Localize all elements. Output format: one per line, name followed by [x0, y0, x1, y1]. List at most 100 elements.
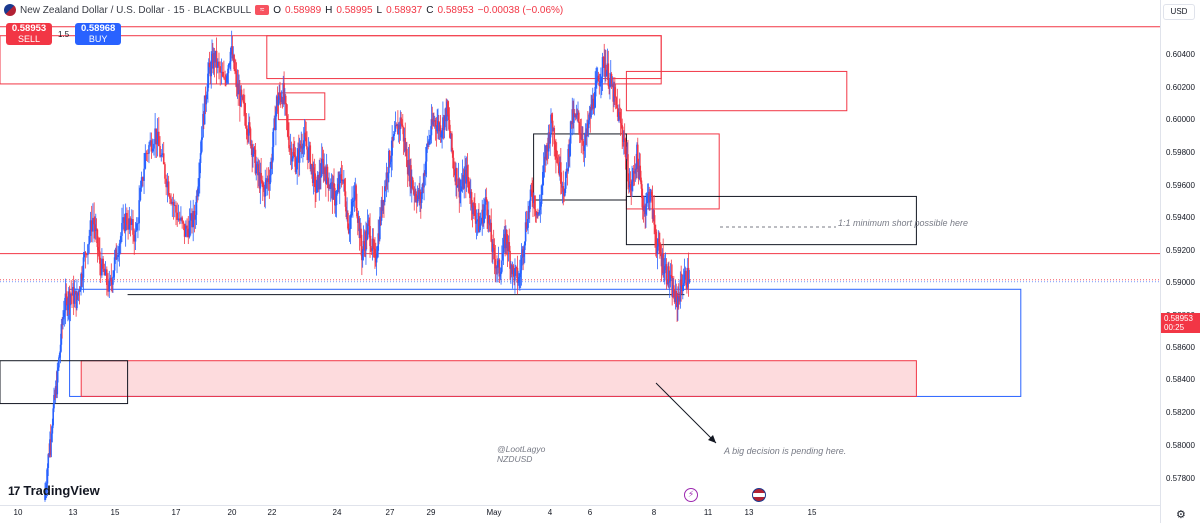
- candle-body: [636, 144, 639, 162]
- candle-body: [469, 192, 472, 199]
- candle-body: [189, 213, 192, 221]
- candle-body: [266, 178, 269, 183]
- candle-body: [246, 128, 249, 135]
- candle-body: [241, 96, 244, 98]
- candle-body: [192, 210, 194, 228]
- candle-body: [585, 133, 587, 137]
- candle-body: [436, 125, 438, 132]
- candle-body: [72, 287, 75, 304]
- decision-note-text[interactable]: A big decision is pending here.: [724, 446, 847, 456]
- candle-body: [81, 273, 83, 281]
- candle-body: [628, 184, 631, 188]
- candle-body: [272, 128, 275, 148]
- candle-body: [94, 228, 97, 231]
- currency-button[interactable]: USD: [1163, 4, 1195, 20]
- candle-body: [542, 171, 544, 186]
- candle-body: [194, 214, 197, 220]
- time-tick-label: 4: [547, 508, 553, 517]
- candle-body: [74, 291, 77, 294]
- candle-body: [302, 147, 304, 149]
- candle-body: [622, 134, 624, 142]
- us-flag-event-icon[interactable]: [752, 488, 766, 502]
- candle-body: [98, 250, 100, 252]
- tradingview-logo[interactable]: 17 TradingView: [8, 483, 100, 498]
- candle-body: [665, 264, 668, 281]
- candle-body: [602, 57, 605, 58]
- candle-body: [492, 244, 495, 248]
- candle-body: [553, 128, 556, 145]
- symbol-title[interactable]: New Zealand Dollar / U.S. Dollar · 15 · …: [20, 4, 252, 16]
- candle-body: [169, 195, 171, 199]
- candle-body: [316, 180, 318, 193]
- short-note-text[interactable]: 1:1 minimum short possible here: [838, 218, 969, 228]
- candle-body: [129, 218, 132, 225]
- candle-body: [682, 285, 684, 291]
- candle-body: [641, 197, 644, 210]
- candle-body: [134, 230, 137, 242]
- time-tick-label: 24: [332, 508, 342, 517]
- candle-body: [463, 175, 465, 189]
- candle-body: [687, 267, 690, 283]
- candle-body: [288, 136, 290, 149]
- candle-body: [312, 167, 315, 183]
- candle-body: [383, 200, 385, 203]
- buy-button[interactable]: 0.58968 BUY: [75, 23, 122, 45]
- candle-body: [600, 82, 602, 83]
- candle-body: [681, 286, 683, 291]
- candle-body: [64, 293, 67, 311]
- candle-body: [116, 257, 118, 260]
- candle-body: [686, 285, 688, 288]
- trade-panel: 0.58953 SELL 1.5 0.58968 BUY: [6, 23, 122, 45]
- candle-body: [406, 148, 408, 167]
- time-axis[interactable]: [0, 505, 1160, 523]
- price-tick-label: 0.58400: [1166, 375, 1195, 384]
- gear-icon[interactable]: ⚙: [1176, 509, 1186, 521]
- candle-body: [588, 112, 591, 121]
- candle-body: [48, 454, 50, 456]
- candle-body: [591, 104, 593, 109]
- nz-us-flag-icon: [4, 4, 16, 16]
- candle-body: [218, 61, 220, 67]
- candle-body: [203, 95, 206, 125]
- candle-body: [482, 209, 484, 224]
- candle-body: [497, 259, 500, 261]
- chart-area[interactable]: New Zealand Dollar / U.S. Dollar · 15 · …: [0, 0, 1160, 505]
- candle-body: [448, 119, 451, 132]
- candle-body: [368, 220, 371, 227]
- candle-body: [85, 254, 88, 256]
- candle-body: [175, 205, 177, 213]
- candle-body: [287, 122, 289, 137]
- candle-body: [538, 209, 541, 214]
- candle-body: [488, 215, 491, 226]
- price-chart[interactable]: [0, 0, 1160, 505]
- candle-body: [139, 187, 142, 201]
- price-tick-label: 0.59000: [1166, 278, 1195, 287]
- candle-body: [542, 165, 545, 172]
- candle-body: [447, 101, 449, 115]
- candle-body: [309, 145, 312, 170]
- candle-body: [58, 357, 60, 368]
- market-closed-icon[interactable]: ≈: [255, 5, 270, 15]
- price-tick-label: 0.59800: [1166, 148, 1195, 157]
- candle-body: [560, 183, 563, 188]
- candle-body: [517, 281, 520, 283]
- candle-body: [431, 119, 434, 125]
- candle-body: [613, 87, 615, 102]
- candle-body: [663, 273, 665, 274]
- candle-body: [673, 297, 676, 303]
- candle-body: [505, 230, 507, 249]
- candle-body: [365, 230, 368, 239]
- time-tick-label: 13: [68, 508, 78, 517]
- candle-body: [59, 344, 62, 353]
- lightning-event-icon[interactable]: ⚡: [684, 488, 698, 502]
- candle-body: [106, 269, 108, 285]
- candle-body: [391, 137, 393, 156]
- sell-button[interactable]: 0.58953 SELL: [6, 23, 52, 45]
- candle-body: [412, 188, 415, 191]
- candle-body: [320, 158, 323, 177]
- candle-body: [237, 83, 240, 95]
- candle-body: [214, 50, 217, 63]
- price-axis[interactable]: [1160, 0, 1200, 523]
- candle-body: [138, 200, 140, 224]
- candle-body: [686, 267, 689, 288]
